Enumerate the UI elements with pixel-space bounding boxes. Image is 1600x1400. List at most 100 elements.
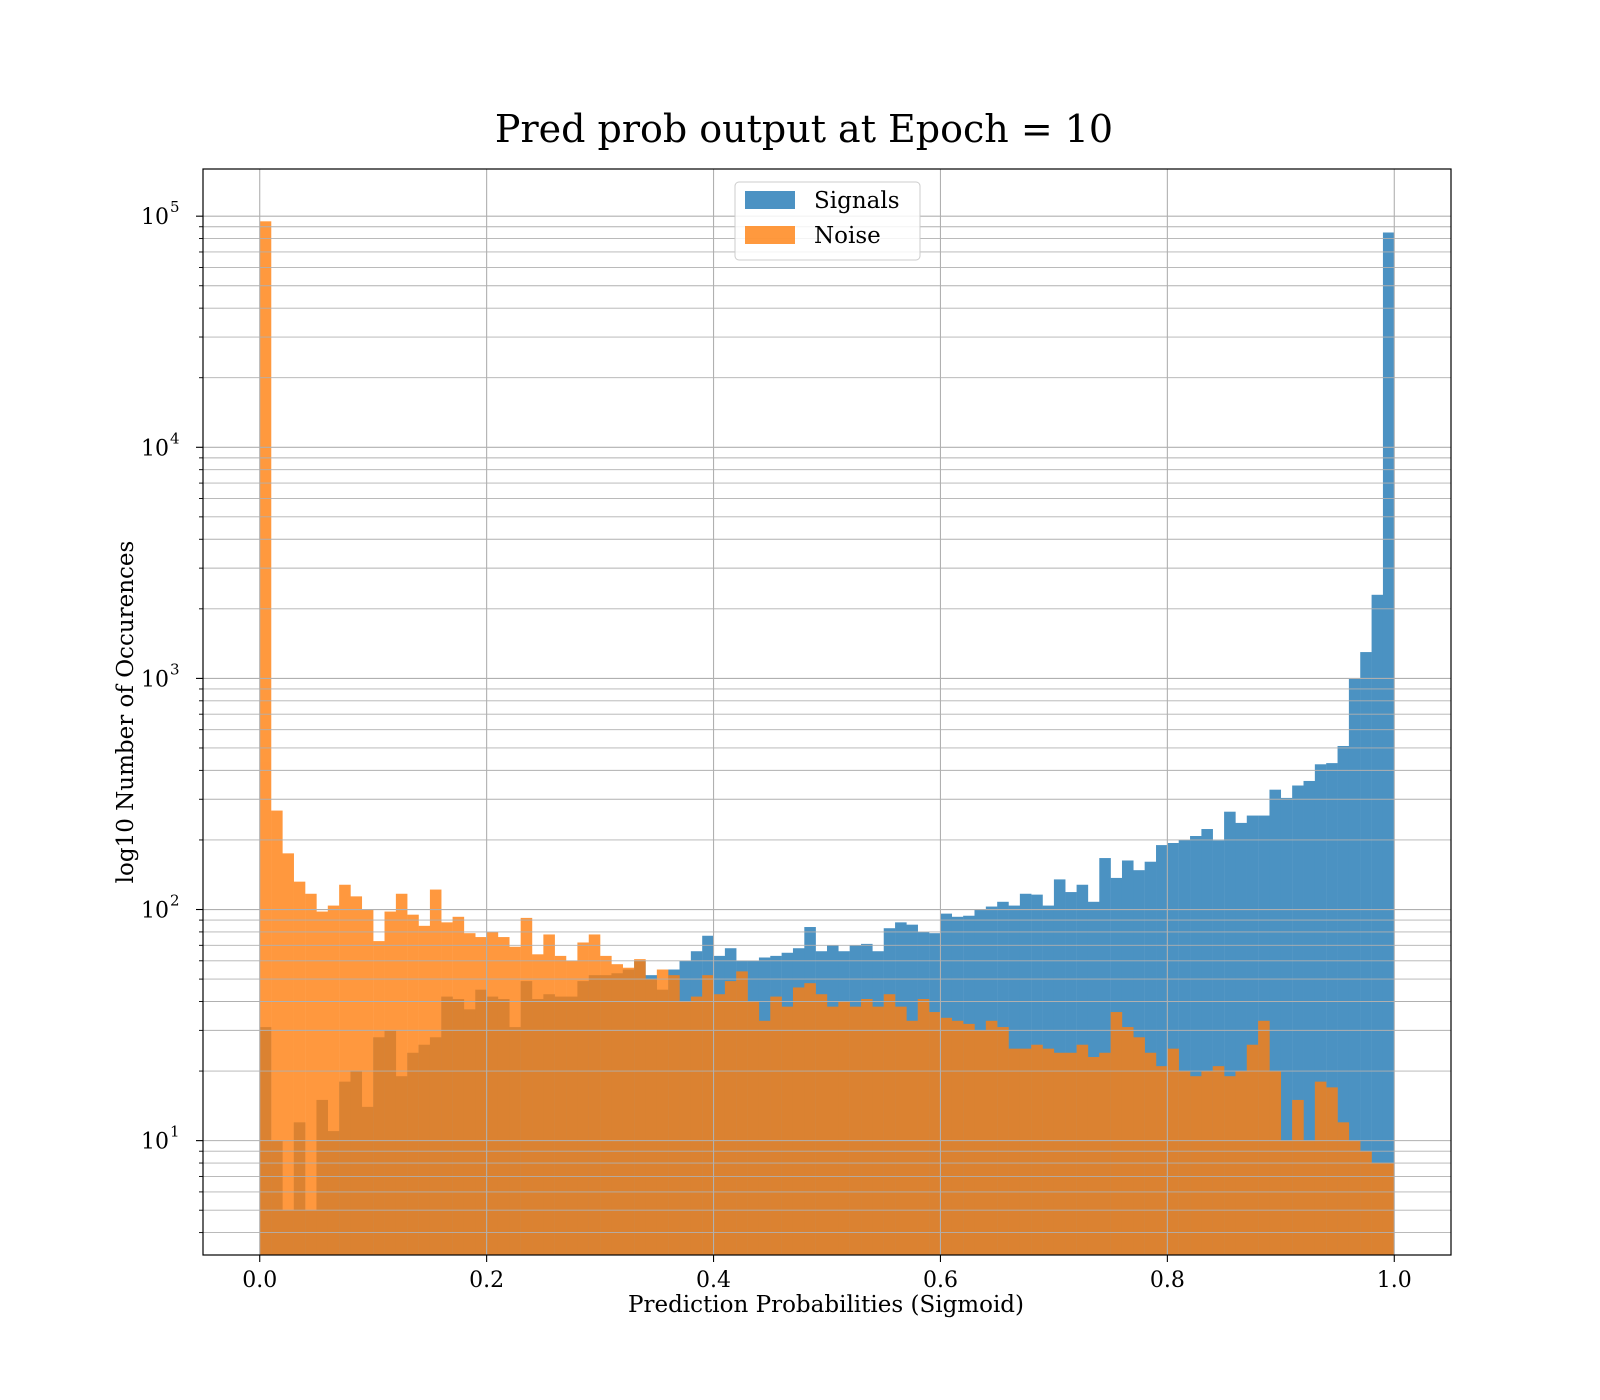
bar-noise bbox=[622, 967, 635, 1255]
legend-label-signals: Signals bbox=[814, 188, 900, 214]
bar-noise bbox=[1314, 1081, 1327, 1255]
y-tick-exponent: 1 bbox=[170, 1123, 180, 1141]
x-tick-label: 0.6 bbox=[923, 1268, 958, 1293]
bar-noise bbox=[679, 1001, 692, 1255]
x-tick-label: 0.8 bbox=[1150, 1268, 1185, 1293]
bar-noise bbox=[963, 1023, 975, 1255]
bar-noise bbox=[452, 916, 465, 1255]
legend: Signals Noise bbox=[734, 181, 921, 261]
bar-signals bbox=[1269, 789, 1282, 1255]
x-ticks: 0.0 0.2 0.4 0.6 0.8 1.0 bbox=[242, 1255, 1412, 1293]
bar-noise bbox=[1212, 1066, 1225, 1255]
bar-noise bbox=[872, 1006, 884, 1255]
bar-noise bbox=[758, 1020, 771, 1255]
bar-noise bbox=[1190, 1076, 1202, 1255]
axes-frame bbox=[202, 168, 1452, 1256]
bar-noise bbox=[940, 1017, 952, 1255]
y-tick-label: 10 bbox=[141, 667, 169, 692]
x-tick-label: 0.4 bbox=[696, 1268, 731, 1293]
bar-noise bbox=[1382, 1163, 1395, 1255]
bar-noise bbox=[827, 1006, 839, 1255]
bar-noise bbox=[463, 933, 476, 1255]
bar-noise bbox=[1087, 1057, 1100, 1255]
bar-noise bbox=[509, 946, 521, 1255]
bar-noise bbox=[384, 911, 397, 1255]
bar-signals bbox=[1292, 785, 1304, 1255]
bar-noise bbox=[373, 941, 385, 1255]
legend-swatch-noise bbox=[745, 226, 795, 244]
bar-noise bbox=[1019, 1048, 1032, 1255]
bar-noise bbox=[282, 853, 294, 1255]
bar-noise bbox=[1371, 1163, 1384, 1255]
bar-noise bbox=[747, 1001, 760, 1255]
bar-noise bbox=[917, 999, 930, 1255]
bar-noise bbox=[895, 1006, 907, 1255]
bar-noise bbox=[804, 983, 816, 1255]
bar-signals bbox=[1212, 840, 1225, 1255]
bar-noise bbox=[429, 889, 442, 1255]
bar-noise bbox=[668, 975, 680, 1255]
bar-noise bbox=[951, 1020, 964, 1255]
bar-noise bbox=[1303, 1140, 1316, 1255]
bar-noise bbox=[486, 931, 499, 1255]
bar-noise bbox=[350, 896, 363, 1255]
y-tick-label: 10 bbox=[141, 436, 169, 461]
y-tick-exponent: 5 bbox=[170, 198, 180, 216]
bar-noise bbox=[418, 925, 431, 1255]
bar-noise bbox=[1110, 1012, 1123, 1255]
bar-noise bbox=[1031, 1044, 1043, 1255]
bar-signals bbox=[1156, 845, 1168, 1255]
bar-noise bbox=[1144, 1052, 1157, 1255]
bar-noise bbox=[736, 971, 748, 1255]
legend-swatch-signals bbox=[745, 191, 795, 209]
bar-noise bbox=[849, 1006, 862, 1255]
bar-noise bbox=[259, 221, 272, 1255]
bar-noise bbox=[407, 914, 419, 1255]
bar-noise bbox=[1280, 1140, 1293, 1255]
bar-noise bbox=[724, 981, 737, 1255]
bar-noise bbox=[1326, 1087, 1338, 1255]
y-tick-exponent: 4 bbox=[170, 429, 180, 447]
x-tick-label: 1.0 bbox=[1377, 1268, 1412, 1293]
bar-noise bbox=[600, 955, 612, 1255]
bar-noise bbox=[985, 1020, 998, 1255]
bar-signals bbox=[1348, 678, 1361, 1255]
bar-signals bbox=[1235, 822, 1247, 1255]
grid bbox=[203, 169, 1451, 1255]
bar-noise bbox=[1167, 1048, 1179, 1255]
y-tick-label: 10 bbox=[141, 205, 169, 230]
bar-signals bbox=[1280, 797, 1293, 1255]
y-tick-label: 10 bbox=[141, 899, 169, 924]
bar-signals bbox=[1303, 780, 1316, 1255]
bar-noise bbox=[1133, 1037, 1145, 1255]
y-tick-label: 10 bbox=[141, 1130, 169, 1155]
bar-noise bbox=[929, 1012, 941, 1255]
bar-signals bbox=[1224, 811, 1236, 1255]
bar-noise bbox=[271, 810, 283, 1255]
bar-noise bbox=[1065, 1052, 1077, 1255]
bar-noise bbox=[1292, 1099, 1304, 1255]
bar-noise bbox=[543, 934, 555, 1255]
bar-signals bbox=[1382, 232, 1395, 1256]
bar-noise bbox=[361, 909, 374, 1255]
bar-noise bbox=[781, 1006, 794, 1255]
bar-noise bbox=[1053, 1052, 1066, 1255]
bar-noise bbox=[906, 1020, 918, 1255]
bar-noise bbox=[611, 964, 623, 1255]
bar-signals bbox=[1190, 836, 1202, 1255]
bar-noise bbox=[316, 911, 328, 1255]
x-tick-label: 0.2 bbox=[469, 1268, 504, 1293]
bar-noise bbox=[293, 881, 306, 1255]
bar-noise bbox=[883, 994, 896, 1255]
bar-noise bbox=[656, 969, 669, 1255]
chart-title: Pred prob output at Epoch = 10 bbox=[495, 107, 1113, 151]
bar-noise bbox=[497, 937, 510, 1255]
bar-noise bbox=[702, 975, 714, 1255]
bar-noise bbox=[1099, 1052, 1111, 1255]
bar-signals bbox=[1201, 829, 1213, 1255]
bar-noise bbox=[1224, 1076, 1236, 1255]
bar-noise bbox=[327, 905, 340, 1255]
